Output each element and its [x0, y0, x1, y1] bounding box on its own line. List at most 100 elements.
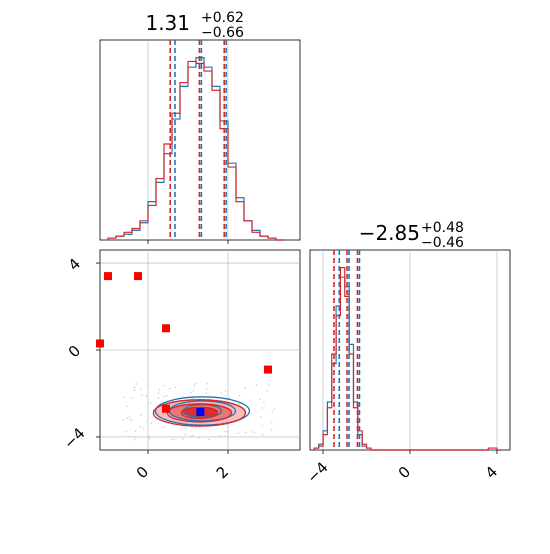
scatter-sample-point — [126, 405, 128, 407]
scatter-sample-point — [255, 384, 258, 386]
scatter-sample-point — [145, 395, 148, 398]
scatter-sample-point — [245, 432, 247, 434]
sample-marker-4 — [264, 365, 272, 374]
scatter-sample-point — [206, 383, 209, 385]
scatter-sample-point — [139, 425, 142, 428]
scatter-sample-point — [126, 417, 129, 420]
scatter-sample-point — [251, 429, 253, 432]
param2-title-plus: +0.48 — [421, 220, 464, 236]
tick-label-2d-y-2: −4 — [60, 424, 88, 452]
scatter-sample-point — [273, 408, 276, 410]
scatter-sample-point — [165, 395, 168, 397]
scatter-sample-point — [135, 383, 137, 385]
sample-marker-3 — [162, 324, 170, 333]
scatter-sample-point — [191, 426, 193, 429]
scatter-sample-point — [163, 384, 165, 387]
tick-label-param2-x-2: 4 — [482, 463, 501, 482]
param1-title-value: 1.31 — [145, 11, 190, 35]
scatter-sample-point — [220, 392, 223, 394]
scatter-sample-point — [131, 419, 134, 422]
scatter-sample-point — [157, 422, 160, 425]
truth-marker — [196, 407, 205, 416]
hist1-layer — [107, 40, 284, 241]
scatter-sample-point — [163, 395, 166, 398]
scatter-sample-point — [238, 403, 240, 405]
sample-marker-0 — [96, 339, 104, 348]
scatter-sample-point — [134, 438, 136, 441]
scatter-sample-point — [259, 398, 262, 401]
scatter-sample-point — [224, 389, 227, 392]
scatter-sample-point — [184, 433, 187, 436]
param2-title-minus: −0.46 — [421, 235, 464, 251]
contour-line-a-2 — [154, 396, 251, 426]
scatter-sample-point — [259, 415, 262, 418]
scatter-sample-point — [134, 430, 137, 433]
grid-layer — [100, 40, 498, 450]
tick-label-2d-y-1: 0 — [65, 342, 84, 361]
scatter-sample-point — [224, 431, 227, 433]
scatter-sample-point — [224, 435, 226, 438]
param1-title-plus: +0.62 — [201, 10, 244, 26]
scatter-sample-point — [129, 418, 132, 421]
scatter-sample-point — [157, 397, 160, 399]
scatter-sample-point — [190, 391, 192, 394]
scatter-sample-point — [184, 427, 187, 429]
scatter-sample-point — [227, 430, 229, 432]
scatter-sample-point — [253, 431, 255, 434]
scatter-sample-point — [148, 436, 151, 439]
scatter-sample-point — [122, 419, 125, 421]
scatter-sample-point — [140, 394, 143, 396]
scatter-sample-point — [128, 416, 131, 418]
scatter-sample-point — [142, 427, 145, 429]
scatter-sample-point — [174, 386, 176, 389]
sample-marker-5 — [162, 404, 170, 413]
scatter-sample-point — [133, 389, 136, 391]
scatter-sample-point — [147, 439, 149, 442]
scatter-sample-point — [182, 438, 185, 440]
scatter-sample-point — [134, 435, 136, 438]
scatter-sample-point — [198, 436, 201, 439]
scatter-sample-point — [205, 387, 208, 390]
scatter-sample-point — [263, 400, 265, 403]
scatter-sample-point — [270, 421, 273, 423]
scatter-sample-point — [266, 390, 268, 393]
scatter-sample-point — [244, 387, 247, 389]
sample-marker-1 — [104, 272, 112, 281]
scatter-sample-point — [270, 428, 273, 431]
scatter-sample-point — [169, 387, 171, 390]
scatter-sample-point — [205, 392, 208, 394]
scatter-sample-point — [208, 438, 210, 441]
scatter-sample-point — [133, 386, 136, 389]
contour-line-b-2 — [152, 399, 247, 427]
hist-param1-series-a — [107, 57, 284, 241]
scatter-sample-point — [268, 384, 270, 386]
scatter-sample-point — [262, 433, 264, 436]
scatter-sample-point — [150, 422, 153, 425]
param1-title-minus: −0.66 — [201, 25, 244, 41]
tick-label-param2-x-0: −4 — [303, 458, 331, 486]
scatter-sample-point — [191, 434, 194, 437]
scatter-sample-point — [125, 430, 127, 433]
scatter-sample-point — [173, 438, 175, 440]
scatter-sample-point — [150, 402, 152, 404]
scatter-sample-point — [157, 392, 159, 394]
scatter-sample-point — [130, 397, 133, 399]
scatter-sample-point — [194, 383, 197, 385]
scatter-sample-point — [261, 424, 264, 427]
scatter-sample-point — [158, 389, 161, 391]
scatter-sample-point — [191, 397, 194, 400]
scatter-sample-point — [238, 394, 241, 397]
tick-label-2d-y-0: 4 — [65, 255, 84, 274]
hist2-layer — [313, 250, 502, 451]
scatter-sample-point — [199, 426, 201, 428]
scatter-sample-point — [170, 438, 173, 441]
scatter-sample-point — [147, 437, 150, 440]
param2-title-value: −2.85 — [359, 221, 420, 245]
hist-param1-series-b — [107, 60, 284, 241]
scatter-sample-point — [271, 410, 274, 412]
contour-line-b-1 — [166, 403, 233, 423]
scatter-sample-point — [140, 388, 142, 390]
scatter-sample-point — [218, 434, 221, 437]
hist-param2-series-b — [313, 267, 502, 451]
